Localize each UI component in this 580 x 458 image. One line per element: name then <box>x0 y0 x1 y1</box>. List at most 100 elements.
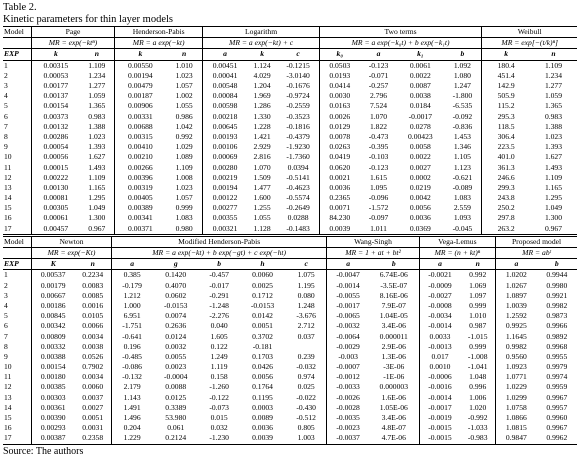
cell: -0.0034 <box>418 311 461 322</box>
cell: 1.020 <box>469 402 487 412</box>
cell: 0.196 <box>110 341 153 352</box>
cell: 1.509 <box>253 172 271 182</box>
cell: 0.00015 <box>30 162 80 173</box>
cell: -0.089 <box>452 182 473 192</box>
exp-number: 1 <box>4 270 8 280</box>
exp-number: 9 <box>4 351 8 361</box>
cell: 1.165 <box>544 182 563 192</box>
cell: 0.0503 <box>318 60 360 71</box>
cell: 1.195 <box>297 280 315 290</box>
tables: Model Page Henderson-Pabis Logarithm Two ter… <box>3 26 577 445</box>
param-name: k <box>481 48 530 61</box>
model-name: Page <box>31 26 115 39</box>
cell: 295.3 <box>481 111 530 122</box>
cell: 1.097 <box>469 290 487 300</box>
cell: 7.9E-07 <box>381 300 406 310</box>
cell: 0.00537 <box>31 269 75 281</box>
data-row: 11 0.00180 0.0034 -0.132 -0.0004 0.158 0.0056 0… <box>3 372 577 383</box>
cell: 1.300 <box>544 213 563 223</box>
cell: 0.9959 <box>546 382 568 392</box>
model-name: Vega-Lemus <box>418 236 496 248</box>
cell: 0.9960 <box>546 413 568 423</box>
cell: 2.712 <box>297 321 315 331</box>
cell: 1.105 <box>453 152 471 162</box>
cell: 0.0263 <box>318 142 360 153</box>
cell: 0.00645 <box>202 121 247 132</box>
cell: 1.0758 <box>495 402 537 413</box>
cell: 1.002 <box>175 91 193 101</box>
cell: 0.00387 <box>31 433 75 444</box>
cell: 0.0042 <box>409 193 431 203</box>
data-row: 5 0.00845 0.0105 6.951 0.0074 -2.276 0.0142 -3.… <box>3 311 577 322</box>
cell: 0.0023 <box>165 362 187 372</box>
cell: -0.485 <box>110 351 153 362</box>
cell: 0.0027 <box>82 402 104 412</box>
cell: 0.0060 <box>252 270 273 280</box>
cell: 1.000 <box>110 300 153 312</box>
cell: 0.986 <box>175 111 193 121</box>
cell: -0.1676 <box>286 81 310 91</box>
exp-number: 4 <box>4 300 8 310</box>
cell: 0.0142 <box>252 311 273 321</box>
cell: 0.00132 <box>30 121 80 132</box>
model-formula: MR = exp(−Kt) <box>31 247 112 260</box>
cell: 1.109 <box>175 162 193 172</box>
cell: 297.8 <box>481 213 530 224</box>
cell: 0.00054 <box>30 142 80 153</box>
cell: -1.751 <box>110 321 153 332</box>
cell: 1.0202 <box>495 269 537 281</box>
cell: 1.0771 <box>495 372 537 383</box>
cell: 0.00479 <box>113 80 166 92</box>
cell: -1.260 <box>209 382 229 392</box>
cell: 1.123 <box>453 162 471 172</box>
cell: 0.00266 <box>113 162 166 173</box>
param-name: a <box>326 258 369 271</box>
cell: -0.2649 <box>286 203 310 213</box>
param-name: k <box>113 48 166 61</box>
cell: -0.0153 <box>250 300 275 310</box>
exp-number: 14 <box>4 402 12 412</box>
cell: 0.0088 <box>165 382 187 392</box>
data-row: 7 0.00809 0.0034 -0.641 0.0124 1.605 0.3702 0.0… <box>3 331 577 342</box>
model-formula: MR = exp[−(t/k)ⁿ] <box>481 37 577 50</box>
cell: 0.0027 <box>409 162 431 172</box>
exp-number: 10 <box>4 362 12 372</box>
param-name: a <box>110 258 153 271</box>
cell: 0.0016 <box>82 300 104 310</box>
cell: -0.621 <box>452 172 473 182</box>
cell: -0.0065 <box>326 311 369 322</box>
cell: 1.075 <box>297 270 315 280</box>
cell: 1.023 <box>175 182 193 192</box>
cell: 0.00410 <box>113 142 166 153</box>
cell: 1.330 <box>253 111 271 121</box>
cell: 1.109 <box>88 172 106 182</box>
cell: -0.1816 <box>286 121 310 131</box>
cell: 0.996 <box>469 382 487 392</box>
cell: 0.00177 <box>30 80 80 92</box>
cell: 0.00106 <box>202 142 247 153</box>
cell: 0.00667 <box>31 290 75 301</box>
param-name: n <box>529 48 577 61</box>
cell: 1.627 <box>544 152 563 162</box>
cell: -0.0014 <box>418 321 461 332</box>
cell: 0.9968 <box>546 341 568 351</box>
param-name: a <box>359 48 398 61</box>
cell: 0.0003 <box>252 402 273 412</box>
cell: 0.00194 <box>202 182 247 193</box>
exp-number: 2 <box>4 70 8 80</box>
exp-number: 1 <box>4 60 8 70</box>
param-name: k <box>246 48 278 61</box>
exp-number: 6 <box>4 111 8 121</box>
cell: 0.0036 <box>318 182 360 193</box>
cell: -0.0021 <box>418 269 461 281</box>
cell: 1.0299 <box>495 392 537 403</box>
cell: 115.2 <box>481 101 530 112</box>
model-formula: MR = a exp(−kt) <box>113 37 203 50</box>
cell: 0.2358 <box>82 433 104 443</box>
cell: 1.0039 <box>495 300 537 312</box>
cell: 3.4E-06 <box>381 321 406 331</box>
cell: -0.0016 <box>418 382 461 393</box>
cell: 0.00218 <box>202 111 247 122</box>
cell: 0.0038 <box>82 341 104 351</box>
